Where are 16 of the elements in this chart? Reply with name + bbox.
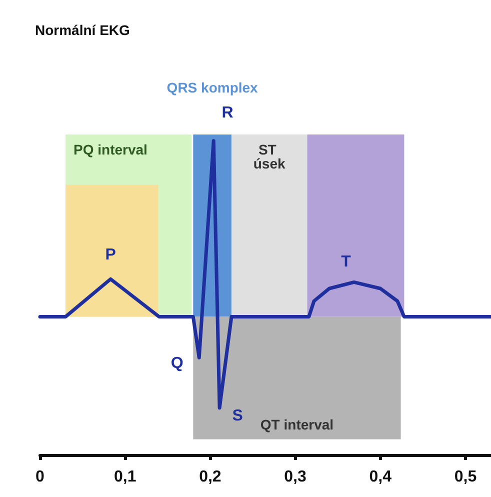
band-label: ST úsek — [253, 142, 286, 172]
annotation: Q — [170, 355, 184, 372]
chart-title: Normální EKG — [35, 22, 130, 38]
annotation: T — [341, 254, 352, 271]
x-tick-label: 0 — [36, 468, 45, 486]
band-label: QT interval — [260, 416, 334, 432]
x-tick-label: 0,4 — [369, 468, 392, 486]
band-label: QRS komplex — [166, 80, 258, 96]
x-tick-label: 0,2 — [199, 468, 222, 486]
x-tick-label: 0,3 — [284, 468, 306, 486]
x-tick-label: 0,5 — [454, 468, 477, 486]
x-tick-label: 0,1 — [114, 468, 136, 486]
band-label: PQ interval — [74, 142, 148, 158]
annotation: S — [232, 407, 244, 424]
annotation: R — [222, 104, 234, 122]
annotation: P — [105, 246, 116, 264]
